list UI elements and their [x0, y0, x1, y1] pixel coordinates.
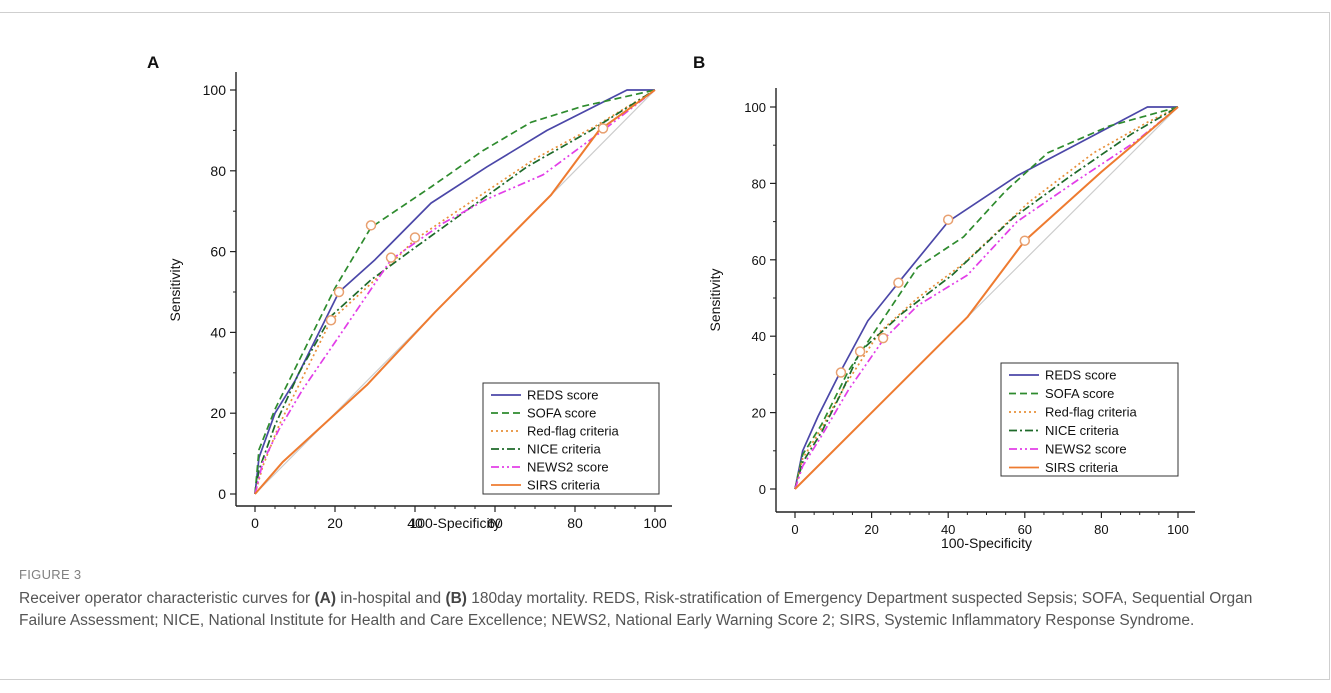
- panel-a-marker-reds: [333, 286, 345, 298]
- panel-a-marker-nice: [325, 315, 337, 326]
- panel-b-legend-label: SOFA score: [1045, 386, 1114, 401]
- panel-b-legend-label: SIRS criteria: [1045, 460, 1119, 475]
- panel-b-series-nice: [794, 106, 1179, 490]
- panel-b-xtick-label: 80: [1094, 522, 1108, 537]
- panel-a-legend-label: SIRS criteria: [527, 478, 601, 493]
- panel-b-ytick-label: 60: [752, 253, 766, 268]
- panel-a-ytick-label: 40: [210, 324, 226, 340]
- panel-b-marker-reds: [942, 214, 954, 225]
- panel-b-marker-news2: [877, 332, 889, 344]
- caption-pre: Receiver operator characteristic curves …: [19, 590, 315, 607]
- panel-b-legend: [1000, 362, 1179, 477]
- panel-b-legend-label: NEWS2 score: [1045, 442, 1127, 457]
- panel-b-marker-sofa: [835, 367, 847, 378]
- caption-mid: in-hospital and: [336, 590, 446, 607]
- panel-a-ytick-label: 0: [218, 486, 226, 502]
- panel-a-series-reds: [254, 89, 655, 495]
- panel-a-xtick-label: 20: [327, 515, 343, 531]
- panel-a-y-axis-title: Sensitivity: [167, 258, 183, 321]
- panel-a-ytick-label: 20: [210, 405, 226, 421]
- caption-a-label: (A): [314, 590, 336, 607]
- panel-b-ytick-label: 100: [744, 100, 766, 115]
- panel-b-series-news2: [794, 106, 1179, 490]
- figure-frame: [0, 12, 1330, 680]
- panel-b-series-sirs: [794, 106, 1179, 490]
- panel-b-y-axis-title: Sensitivity: [707, 268, 723, 331]
- panel-b-ytick-label: 80: [752, 176, 766, 191]
- panel-a-legend: [482, 382, 660, 495]
- figure-label: FIGURE 3: [19, 567, 82, 582]
- panel-b-chart: B 0 20 40 60 80 100 0 20 40 60 80 100 100-Specificity…: [693, 53, 1195, 551]
- panel-a-letter: A: [147, 53, 159, 72]
- caption-b-label: (B): [445, 590, 467, 607]
- panel-a-legend-label: Red-flag criteria: [527, 424, 620, 439]
- panel-a-marker-news2: [385, 252, 397, 263]
- panel-a-chart: A 0 20 40 60 80 100 0 20 40 60 80 100 100-Specificity…: [147, 53, 672, 531]
- panel-a-xtick-label: 40: [407, 515, 423, 531]
- figure-caption: Receiver operator characteristic curves …: [19, 588, 1304, 632]
- panel-b-series-sofa: [794, 106, 1179, 490]
- panel-b-ytick-label: 0: [759, 482, 766, 497]
- panel-b-legend-label: NICE criteria: [1045, 423, 1119, 438]
- panel-b-marker-sirs: [1019, 235, 1031, 246]
- panel-a-marker-sofa: [365, 220, 377, 231]
- panel-b-xtick-label: 20: [864, 522, 878, 537]
- panel-a-x-axis-title: 100-Specificity: [409, 515, 500, 531]
- caption-post: 180day mortality. REDS, Risk-stratificat…: [19, 590, 1253, 629]
- panel-b-marker-red-flag: [893, 277, 904, 288]
- panel-a-marker-sirs: [597, 123, 609, 134]
- panel-b-xtick-label: 40: [941, 522, 955, 537]
- panel-a-xtick-label: 60: [487, 515, 503, 531]
- panel-b-marker-nice: [854, 346, 866, 357]
- panel-a-ytick-label: 100: [203, 82, 227, 98]
- panel-a-legend-label: SOFA score: [527, 406, 596, 421]
- panel-a-ytick-label: 60: [210, 244, 226, 260]
- panel-a-series-nice: [254, 89, 656, 495]
- panel-b-legend-label: REDS score: [1045, 368, 1117, 383]
- panel-b-letter: B: [693, 53, 705, 72]
- panel-a-xtick-label: 100: [643, 515, 667, 531]
- panel-b-xtick-label: 0: [791, 522, 798, 537]
- panel-a-xtick-label: 0: [251, 515, 259, 531]
- panel-b-ytick-label: 20: [752, 406, 766, 421]
- panel-a-ytick-label: 80: [210, 163, 226, 179]
- panel-a-marker-red-flag: [409, 232, 421, 243]
- panel-b-xtick-label: 100: [1167, 522, 1189, 537]
- panel-a-series-sirs: [254, 89, 656, 495]
- panel-b-ytick-label: 40: [752, 329, 766, 344]
- panel-b-legend-label: Red-flag criteria: [1045, 405, 1138, 420]
- panel-a-xtick-label: 80: [567, 515, 583, 531]
- panel-b-series-red-flag: [794, 106, 1179, 490]
- panel-a-legend-label: NICE criteria: [527, 442, 601, 457]
- panel-a-legend-label: REDS score: [527, 388, 599, 403]
- panel-b-x-axis-title: 100-Specificity: [941, 535, 1032, 551]
- panel-b-xtick-label: 60: [1018, 522, 1032, 537]
- panel-a-legend-label: NEWS2 score: [527, 460, 609, 475]
